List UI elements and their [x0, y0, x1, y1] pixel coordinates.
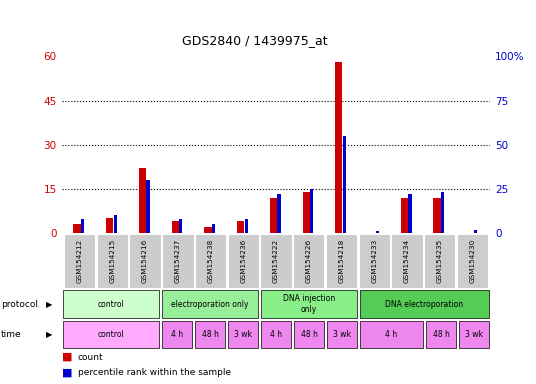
- Bar: [277, 194, 281, 233]
- Bar: [293, 234, 324, 288]
- Bar: [228, 321, 258, 348]
- Bar: [162, 234, 193, 288]
- Text: GSM154215: GSM154215: [109, 239, 115, 283]
- Bar: [228, 234, 259, 288]
- Text: 4 h: 4 h: [385, 330, 398, 339]
- Bar: [260, 234, 292, 288]
- Text: 4 h: 4 h: [270, 330, 282, 339]
- Bar: [359, 234, 390, 288]
- Bar: [391, 234, 423, 288]
- Text: GSM154237: GSM154237: [175, 239, 181, 283]
- Text: protocol: protocol: [1, 300, 38, 309]
- Text: 3 wk: 3 wk: [465, 330, 483, 339]
- Bar: [408, 194, 412, 233]
- Bar: [459, 321, 489, 348]
- Text: GSM154235: GSM154235: [437, 239, 443, 283]
- Bar: [63, 321, 159, 348]
- Text: time: time: [1, 330, 21, 339]
- Bar: [441, 192, 444, 233]
- Text: GDS2840 / 1439975_at: GDS2840 / 1439975_at: [182, 34, 327, 47]
- Bar: [146, 180, 150, 233]
- Bar: [162, 290, 258, 318]
- Text: GSM154234: GSM154234: [404, 239, 410, 283]
- Text: count: count: [78, 353, 103, 362]
- Bar: [114, 215, 117, 233]
- Bar: [294, 321, 324, 348]
- Text: electroporation only: electroporation only: [172, 300, 249, 309]
- Bar: [360, 321, 423, 348]
- Bar: [195, 321, 225, 348]
- Bar: [106, 218, 113, 233]
- Text: GSM154212: GSM154212: [77, 239, 83, 283]
- Bar: [376, 231, 379, 233]
- Bar: [261, 321, 291, 348]
- Bar: [457, 234, 488, 288]
- Bar: [244, 219, 248, 233]
- Bar: [237, 221, 244, 233]
- Bar: [212, 224, 215, 233]
- Text: GSM154226: GSM154226: [306, 239, 312, 283]
- Bar: [96, 234, 128, 288]
- Bar: [424, 234, 456, 288]
- Text: 48 h: 48 h: [301, 330, 317, 339]
- Text: GSM154218: GSM154218: [339, 239, 345, 283]
- Bar: [204, 227, 212, 233]
- Bar: [434, 198, 441, 233]
- Bar: [270, 198, 277, 233]
- Bar: [179, 219, 182, 233]
- Bar: [81, 219, 84, 233]
- Text: DNA electroporation: DNA electroporation: [385, 300, 464, 309]
- Bar: [73, 224, 80, 233]
- Bar: [343, 136, 346, 233]
- Bar: [261, 290, 357, 318]
- Text: GSM154238: GSM154238: [207, 239, 213, 283]
- Bar: [129, 234, 161, 288]
- Text: DNA injection
only: DNA injection only: [283, 295, 335, 314]
- Bar: [474, 230, 477, 233]
- Text: ▶: ▶: [46, 300, 53, 309]
- Text: GSM154216: GSM154216: [142, 239, 148, 283]
- Bar: [360, 290, 489, 318]
- Text: 48 h: 48 h: [433, 330, 449, 339]
- Text: GSM154236: GSM154236: [240, 239, 247, 283]
- Text: ▶: ▶: [46, 330, 53, 339]
- Bar: [139, 168, 146, 233]
- Bar: [162, 321, 192, 348]
- Text: control: control: [98, 330, 124, 339]
- Bar: [195, 234, 226, 288]
- Text: 4 h: 4 h: [171, 330, 183, 339]
- Bar: [172, 221, 179, 233]
- Bar: [336, 62, 343, 233]
- Text: 3 wk: 3 wk: [234, 330, 252, 339]
- Bar: [426, 321, 456, 348]
- Bar: [63, 290, 159, 318]
- Text: GSM154233: GSM154233: [371, 239, 377, 283]
- Bar: [401, 198, 408, 233]
- Bar: [302, 192, 310, 233]
- Text: ■: ■: [62, 367, 72, 377]
- Bar: [310, 189, 314, 233]
- Text: ■: ■: [62, 352, 72, 362]
- Bar: [64, 234, 95, 288]
- Text: control: control: [98, 300, 124, 309]
- Text: GSM154222: GSM154222: [273, 239, 279, 283]
- Text: 48 h: 48 h: [202, 330, 219, 339]
- Bar: [326, 234, 357, 288]
- Text: GSM154230: GSM154230: [470, 239, 475, 283]
- Bar: [327, 321, 357, 348]
- Text: 3 wk: 3 wk: [333, 330, 351, 339]
- Text: percentile rank within the sample: percentile rank within the sample: [78, 368, 231, 377]
